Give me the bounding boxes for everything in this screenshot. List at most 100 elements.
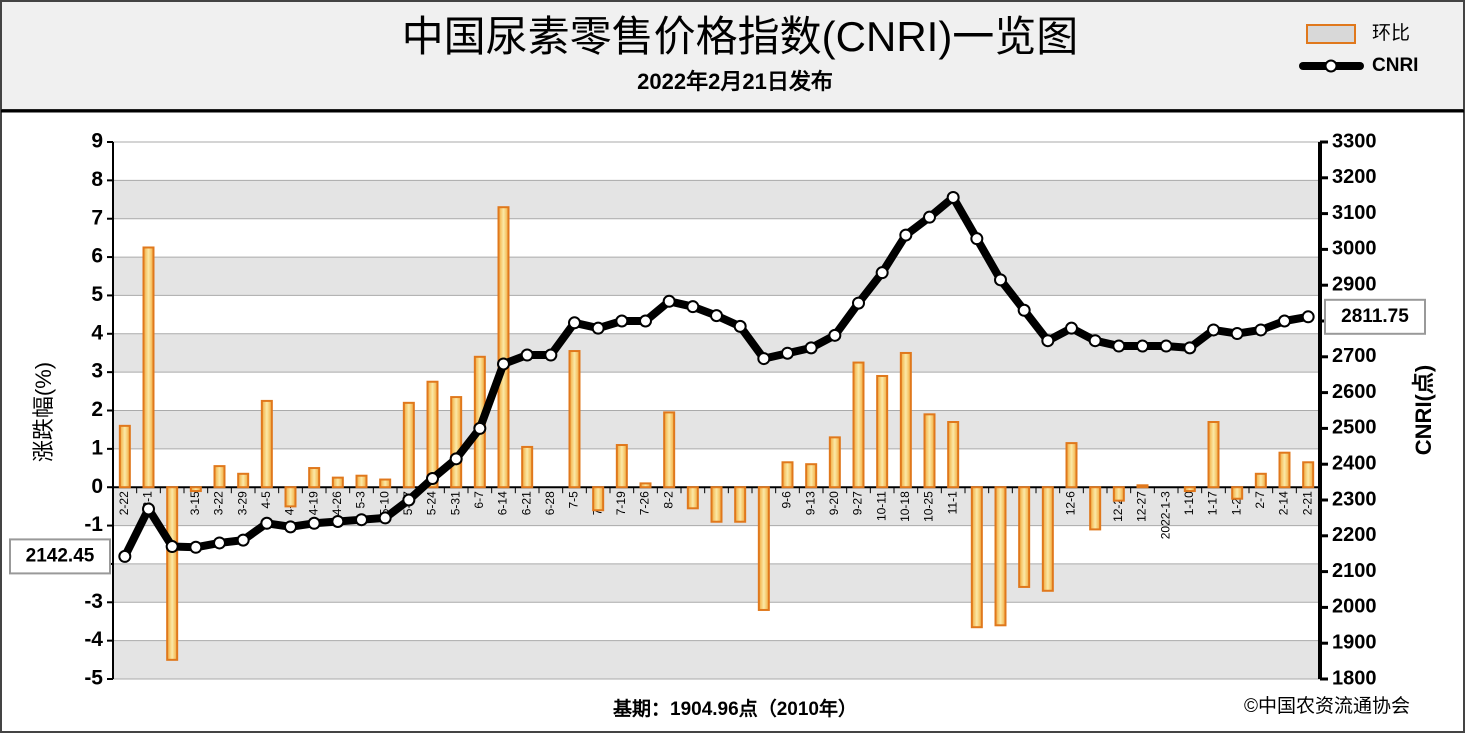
grid-band — [113, 257, 1320, 296]
marker — [733, 319, 747, 333]
bar — [710, 486, 723, 523]
x-tick-label: 4-19 — [306, 491, 320, 515]
y-tick-label: -3 — [84, 590, 103, 613]
bar — [805, 463, 818, 489]
grid-band — [113, 142, 1320, 181]
y-tick-label: 1 — [91, 436, 103, 459]
x-tick-label: 3-15 — [188, 491, 202, 515]
grid-band — [113, 180, 1320, 219]
x-tick-label: 2-22 — [117, 491, 131, 515]
x-tick-label: 5-31 — [448, 491, 462, 515]
y-tick-label: 9 — [91, 130, 103, 153]
y2-tick-label: 2700 — [1332, 345, 1377, 367]
x-tick-label: 9-6 — [780, 491, 794, 509]
x-tick-label: 1-10 — [1182, 491, 1196, 515]
bar — [1041, 486, 1054, 592]
marker — [426, 472, 439, 486]
x-tick-label: 11-1 — [945, 491, 959, 514]
grid-band — [113, 525, 1320, 564]
marker — [449, 452, 463, 466]
bar — [757, 486, 770, 611]
y2-tick-label: 3000 — [1332, 238, 1377, 260]
bar — [947, 421, 960, 489]
y2-tick-label: 1800 — [1332, 667, 1377, 689]
value-label-box — [9, 538, 111, 575]
x-tick-label: 1-17 — [1206, 491, 1220, 515]
bar — [237, 472, 250, 489]
bar — [1183, 486, 1196, 493]
x-tick-label: 2-14 — [1277, 491, 1291, 515]
bar — [568, 350, 581, 489]
chart-subtitle: 2022年2月21日发布 — [637, 69, 833, 94]
header — [0, 0, 1465, 111]
marker — [899, 228, 913, 242]
marker — [804, 341, 818, 355]
x-tick-label: 5-10 — [377, 491, 391, 515]
y2-axis-label: CNRI(点) — [1411, 365, 1436, 455]
x-tick-label: 3-22 — [212, 491, 226, 515]
y-tick-label: 7 — [91, 206, 103, 229]
marker — [639, 314, 652, 328]
bar — [379, 478, 392, 489]
bar — [899, 351, 912, 489]
marker — [1088, 334, 1102, 348]
y-tick-label: 6 — [91, 245, 103, 268]
bar — [994, 486, 1007, 627]
x-tick-label: 4-26 — [330, 491, 344, 515]
x-tick-label: 5-24 — [425, 491, 439, 515]
x-tick-label: 10-18 — [898, 491, 912, 522]
marker — [852, 296, 865, 310]
bar — [260, 399, 273, 489]
x-tick-label: 9-27 — [851, 491, 865, 515]
grid-band — [113, 640, 1320, 679]
marker — [497, 357, 510, 371]
marker — [118, 549, 132, 563]
marker — [781, 346, 794, 360]
marker — [875, 266, 889, 280]
x-tick-label: 10-11 — [874, 491, 888, 521]
y2-tick-label: 2100 — [1332, 560, 1377, 582]
marker — [1136, 339, 1149, 353]
marker — [970, 232, 984, 246]
x-tick-label: 7-26 — [638, 491, 652, 515]
grid-band — [113, 333, 1320, 373]
x-tick-label: 8-2 — [661, 491, 675, 509]
y-tick-label: -5 — [84, 667, 103, 690]
marker — [710, 309, 723, 323]
bar — [734, 486, 747, 523]
marker — [165, 540, 179, 554]
marker — [946, 190, 960, 204]
marker — [1041, 334, 1055, 348]
marker — [402, 493, 416, 507]
bar — [402, 401, 415, 489]
bar — [1231, 486, 1244, 500]
marker — [686, 300, 700, 314]
marker — [331, 514, 345, 528]
bar — [615, 444, 628, 489]
legend-label: 环比 — [1372, 22, 1410, 44]
bar — [426, 380, 439, 489]
bar — [970, 486, 983, 629]
grid-band — [113, 410, 1320, 449]
x-tick-label: 12-6 — [1064, 491, 1078, 515]
legend-marker — [1324, 59, 1338, 73]
x-tick-label: 9-20 — [827, 491, 841, 515]
y-tick-label: -4 — [84, 628, 103, 651]
grid-band — [113, 372, 1320, 411]
x-tick-label: 2-21 — [1300, 491, 1314, 515]
bar — [331, 476, 344, 489]
x-tick-label: 2-7 — [1253, 491, 1267, 509]
bar — [189, 486, 202, 493]
y2-tick-label: 2600 — [1332, 381, 1377, 403]
footnote: 基期：1904.96点（2010年） — [612, 697, 857, 720]
marker — [378, 511, 392, 525]
marker — [1112, 339, 1126, 353]
x-tick-label: 4-5 — [259, 491, 273, 509]
bar — [1136, 484, 1149, 489]
x-tick-label: 6-7 — [472, 491, 486, 509]
bar — [1302, 461, 1315, 489]
bar — [1278, 451, 1291, 489]
y2-tick-label: 2500 — [1332, 417, 1377, 439]
x-tick-label: 7-5 — [567, 491, 581, 509]
